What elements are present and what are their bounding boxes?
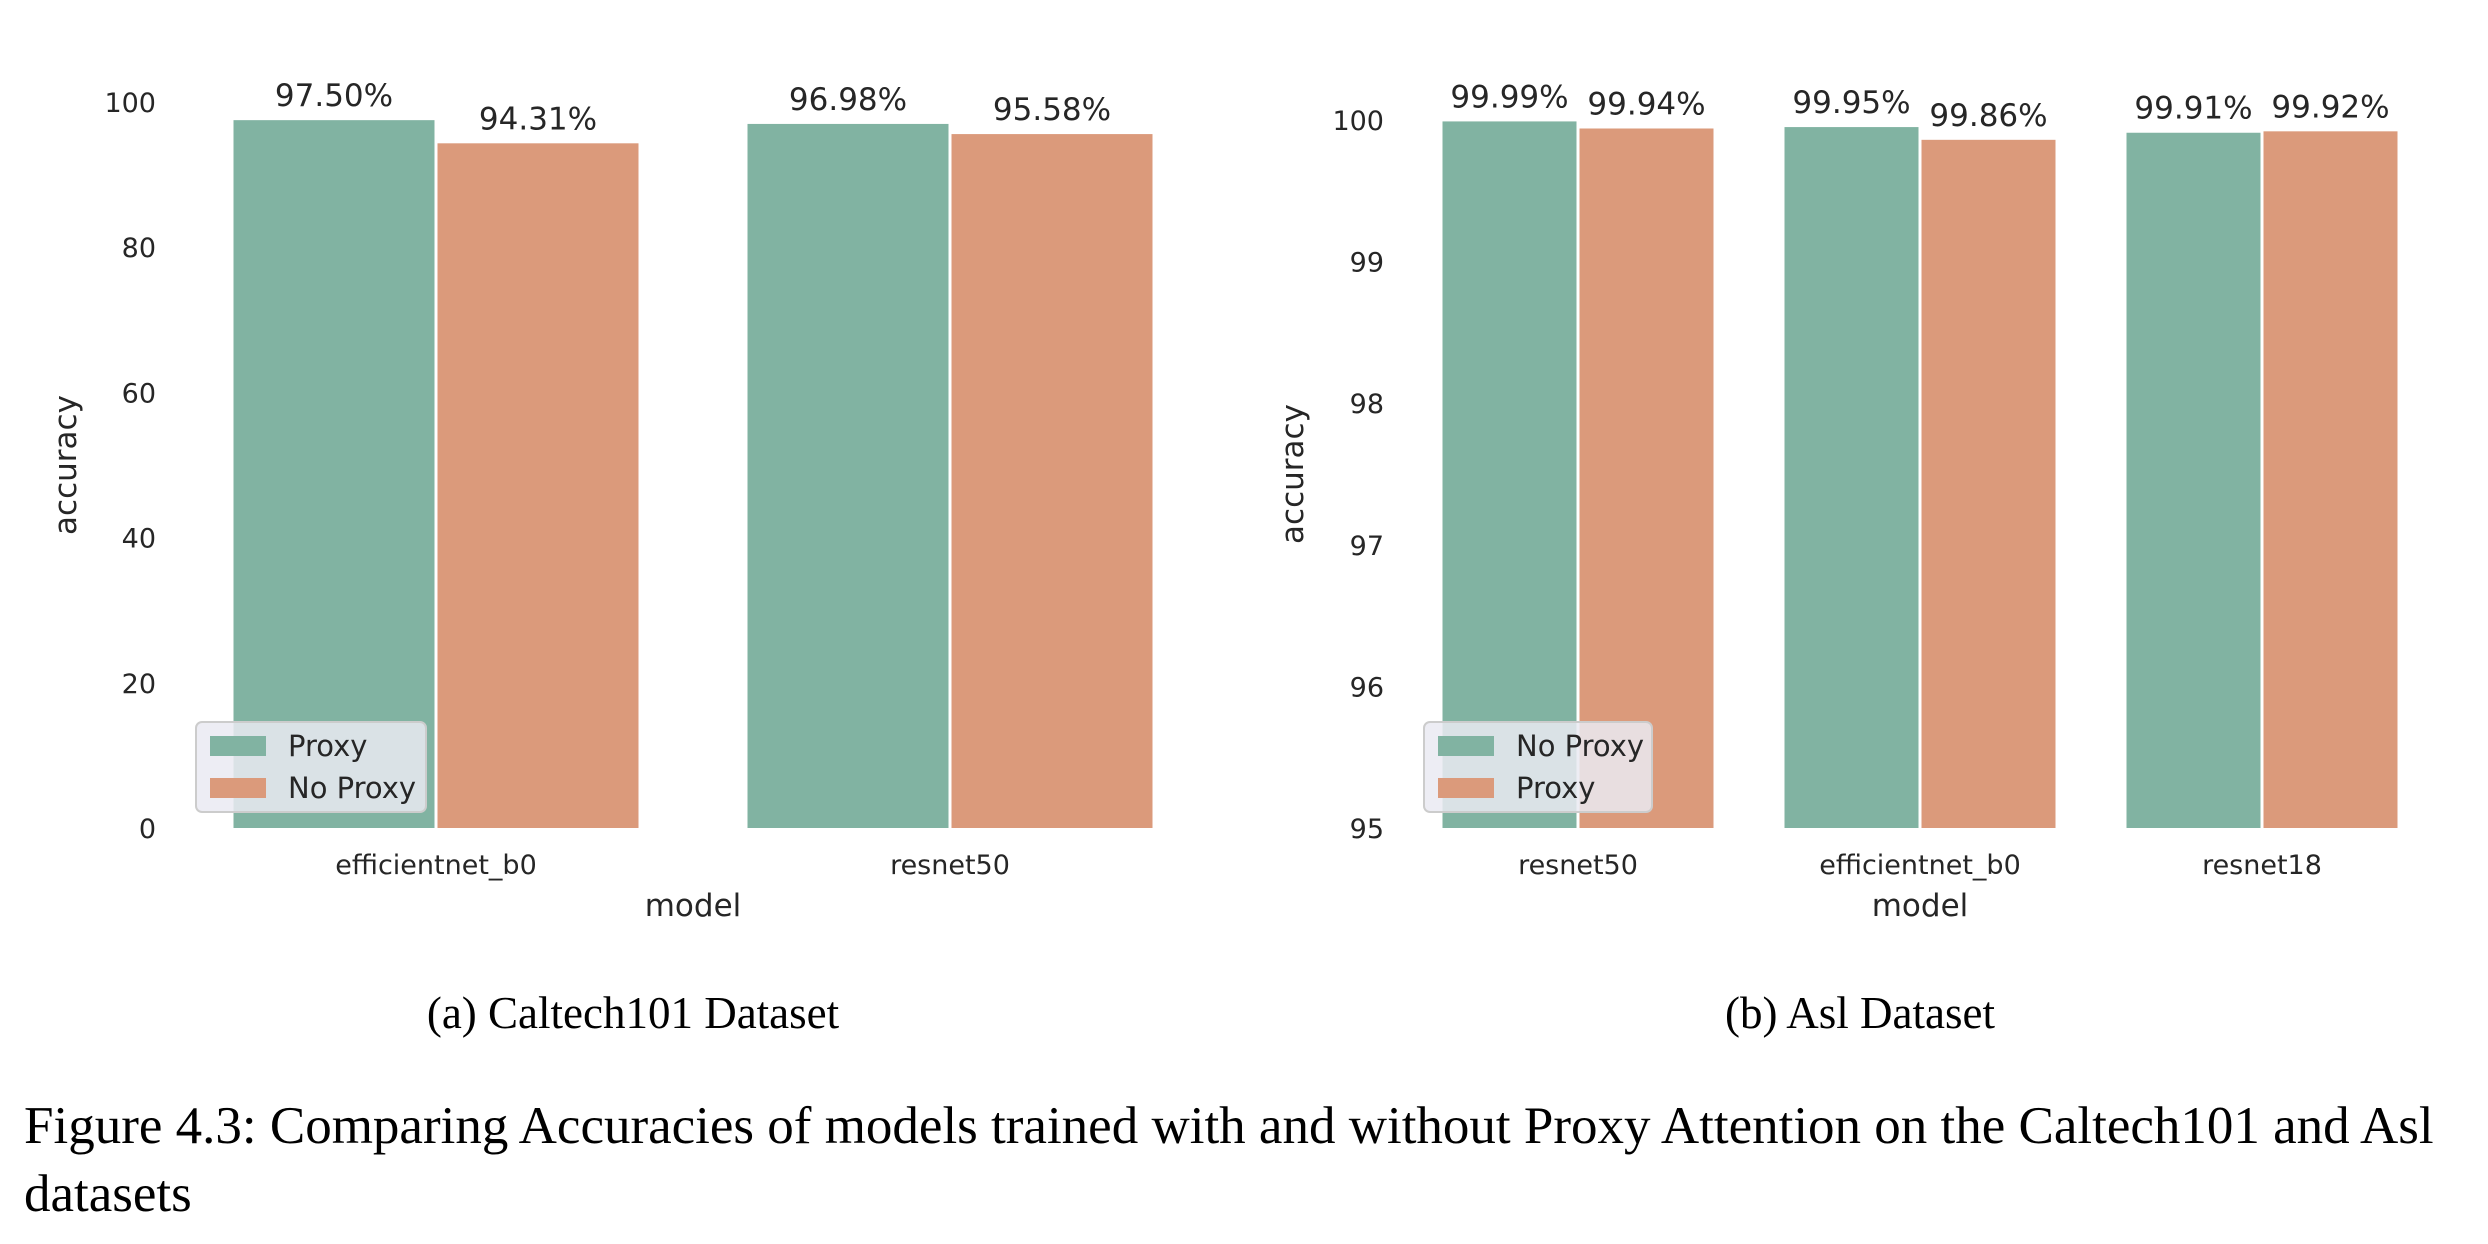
legend-label: Proxy	[288, 729, 367, 763]
legend-label: No Proxy	[1516, 729, 1644, 763]
data-label: 99.92%	[2271, 89, 2389, 125]
legend-swatch	[1438, 736, 1494, 756]
bar	[1921, 139, 2056, 829]
x-axis-label: model	[645, 888, 742, 924]
legend-label: No Proxy	[288, 771, 416, 805]
x-tick-label: resnet18	[2202, 850, 2322, 881]
y-tick-label: 60	[122, 378, 156, 409]
data-label: 94.31%	[479, 101, 597, 137]
y-tick-label: 98	[1350, 389, 1384, 420]
y-tick-label: 0	[139, 814, 156, 845]
bar	[1579, 128, 1714, 829]
bar	[437, 143, 639, 829]
y-tick-label: 100	[1332, 106, 1384, 137]
legend-swatch	[210, 778, 266, 798]
subcaption: (a) Caltech101 Dataset	[427, 988, 840, 1038]
y-axis-label: accuracy	[1275, 404, 1311, 544]
x-tick-label: resnet50	[1518, 850, 1638, 881]
x-axis-label: model	[1872, 888, 1969, 924]
data-label: 97.50%	[275, 78, 393, 114]
y-tick-label: 20	[122, 669, 156, 700]
y-tick-label: 95	[1350, 814, 1384, 845]
y-tick-label: 96	[1350, 672, 1384, 703]
data-label: 99.95%	[1792, 85, 1910, 121]
bar	[2263, 131, 2398, 828]
subcaption: (b) Asl Dataset	[1725, 988, 1995, 1038]
data-label: 99.94%	[1587, 86, 1705, 122]
x-tick-label: resnet50	[890, 850, 1010, 881]
x-tick-label: efficientnet_b0	[335, 850, 537, 881]
y-tick-label: 97	[1350, 531, 1384, 562]
figure-caption: Figure 4.3: Comparing Accuracies of mode…	[24, 1097, 2434, 1223]
bar	[1784, 127, 1919, 828]
data-label: 96.98%	[789, 82, 907, 118]
x-tick-label: efficientnet_b0	[1819, 850, 2021, 881]
data-label: 95.58%	[993, 92, 1111, 128]
y-tick-label: 100	[104, 88, 156, 119]
y-tick-label: 99	[1350, 248, 1384, 279]
data-label: 99.91%	[2134, 91, 2252, 127]
bar	[2126, 132, 2261, 828]
y-axis-label: accuracy	[48, 395, 84, 535]
bar	[1442, 121, 1577, 828]
legend-swatch	[210, 736, 266, 756]
bar	[233, 120, 435, 828]
legend-label: Proxy	[1516, 771, 1595, 805]
data-label: 99.99%	[1450, 79, 1568, 115]
y-tick-label: 80	[122, 233, 156, 264]
bar	[951, 134, 1153, 828]
data-label: 99.86%	[1929, 98, 2047, 134]
bar	[747, 123, 949, 829]
legend-swatch	[1438, 778, 1494, 798]
y-tick-label: 40	[122, 524, 156, 555]
